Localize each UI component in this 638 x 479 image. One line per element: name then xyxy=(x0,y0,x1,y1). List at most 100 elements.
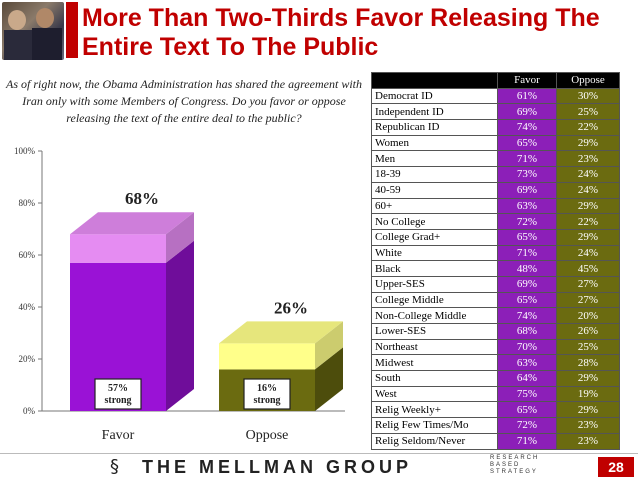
row-label: Men xyxy=(371,150,498,168)
bar-chart: 0%20%40%60%80%100%68%57%strongFavor26%16… xyxy=(14,146,345,443)
row-favor-value: 75% xyxy=(497,385,557,403)
table-row: South 64% 29% xyxy=(371,370,620,387)
row-label: Relig Few Times/Mo xyxy=(371,417,498,434)
strong-label-box xyxy=(94,378,142,410)
row-favor-value: 74% xyxy=(497,119,557,136)
row-label: Upper-SES xyxy=(371,275,498,293)
mellman-logo-icon: § xyxy=(110,456,119,477)
tagline-line: STRATEGY xyxy=(490,469,538,475)
bar-soft-side xyxy=(166,212,194,263)
y-tick-label: 80% xyxy=(19,198,36,208)
bar-soft xyxy=(70,234,166,263)
table-row: Midwest 63% 28% xyxy=(371,354,620,372)
row-favor-value: 71% xyxy=(497,150,557,168)
table-row: No College 72% 22% xyxy=(371,213,620,230)
table-row: College Middle 65% 27% xyxy=(371,291,620,309)
table-row: Upper-SES 69% 27% xyxy=(371,275,620,293)
table-row: 40-59 69% 24% xyxy=(371,181,620,199)
footer-divider xyxy=(0,453,638,454)
footer-tagline: RESEARCH BASED STRATEGY xyxy=(490,455,539,476)
row-oppose-value: 45% xyxy=(556,260,620,277)
table-row: Northeast 70% 25% xyxy=(371,338,620,356)
row-label: 18-39 xyxy=(371,166,498,183)
row-favor-value: 65% xyxy=(497,291,557,309)
footer: § THE MELLMAN GROUP RESEARCH BASED STRAT… xyxy=(100,455,537,477)
row-oppose-value: 22% xyxy=(556,119,620,136)
table-row: Non-College Middle 74% 20% xyxy=(371,307,620,324)
row-oppose-value: 19% xyxy=(556,385,620,403)
row-favor-value: 63% xyxy=(497,197,557,215)
row-label: West xyxy=(371,385,498,403)
row-oppose-value: 23% xyxy=(556,432,620,450)
row-label: Independent ID xyxy=(371,103,498,121)
table-row: 18-39 73% 24% xyxy=(371,166,620,183)
row-oppose-value: 22% xyxy=(556,213,620,230)
strong-label: strong xyxy=(104,395,131,406)
y-tick-label: 20% xyxy=(19,354,36,364)
table-row: College Grad+ 65% 29% xyxy=(371,228,620,246)
table-row: White 71% 24% xyxy=(371,244,620,262)
row-oppose-value: 29% xyxy=(556,228,620,246)
data-label: 26% xyxy=(274,298,308,317)
table-row: Relig Seldom/Never 71% 23% xyxy=(371,432,620,450)
row-oppose-value: 25% xyxy=(556,338,620,356)
strong-label-box xyxy=(243,378,291,410)
row-label: Midwest xyxy=(371,354,498,372)
row-oppose-value: 20% xyxy=(556,307,620,324)
row-oppose-value: 26% xyxy=(556,323,620,340)
row-label: 40-59 xyxy=(371,181,498,199)
tagline-line: RESEARCH xyxy=(490,455,540,461)
row-favor-value: 73% xyxy=(497,166,557,183)
table-row: Women 65% 29% xyxy=(371,134,620,152)
bar-strong-side xyxy=(166,240,194,411)
table-row: West 75% 19% xyxy=(371,385,620,403)
row-oppose-value: 30% xyxy=(556,87,620,105)
y-tick-label: 60% xyxy=(19,250,36,260)
row-label: College Grad+ xyxy=(371,228,498,246)
page-title: More Than Two-Thirds Favor Releasing The… xyxy=(82,4,600,61)
row-favor-value: 70% xyxy=(497,338,557,356)
row-favor-value: 74% xyxy=(497,307,557,324)
row-oppose-value: 24% xyxy=(556,181,620,199)
row-favor-value: 69% xyxy=(497,181,557,199)
row-oppose-value: 29% xyxy=(556,370,620,387)
strong-label: 57% xyxy=(108,383,128,394)
row-label: Lower-SES xyxy=(371,323,498,340)
table-row: 60+ 63% 29% xyxy=(371,197,620,215)
row-favor-value: 63% xyxy=(497,354,557,372)
row-favor-value: 65% xyxy=(497,228,557,246)
y-tick-label: 100% xyxy=(14,146,36,156)
row-label: White xyxy=(371,244,498,262)
row-oppose-value: 24% xyxy=(556,244,620,262)
row-oppose-value: 27% xyxy=(556,291,620,309)
table-row: Republican ID 74% 22% xyxy=(371,119,620,136)
table-row: Independent ID 69% 25% xyxy=(371,103,620,121)
table-header-favor: Favor xyxy=(497,72,557,89)
row-label: Women xyxy=(371,134,498,152)
row-label: Relig Weekly+ xyxy=(371,401,498,419)
demographic-table: Favor Oppose Democrat ID 61% 30% Independen… xyxy=(371,72,620,450)
row-favor-value: 65% xyxy=(497,134,557,152)
table-header-row: Favor Oppose xyxy=(371,72,620,89)
row-label: South xyxy=(371,370,498,387)
table-row: Relig Few Times/Mo 72% 23% xyxy=(371,417,620,434)
bar-top xyxy=(219,321,343,344)
row-label: 60+ xyxy=(371,197,498,215)
row-favor-value: 48% xyxy=(497,260,557,277)
header-photo xyxy=(2,2,64,60)
table-row: Lower-SES 68% 26% xyxy=(371,323,620,340)
row-label: No College xyxy=(371,213,498,230)
title-accent-bar xyxy=(66,2,78,58)
row-oppose-value: 29% xyxy=(556,134,620,152)
table-row: Relig Weekly+ 65% 29% xyxy=(371,401,620,419)
row-favor-value: 69% xyxy=(497,103,557,121)
row-oppose-value: 28% xyxy=(556,354,620,372)
category-label: Favor xyxy=(102,428,135,443)
page-number: 28 xyxy=(598,457,634,477)
row-favor-value: 72% xyxy=(497,213,557,230)
bar-top xyxy=(70,212,194,235)
bar-soft-side xyxy=(315,321,343,370)
row-oppose-value: 27% xyxy=(556,275,620,293)
survey-question: As of right now, the Obama Administratio… xyxy=(6,77,362,125)
tagline-line: BASED xyxy=(490,462,521,468)
